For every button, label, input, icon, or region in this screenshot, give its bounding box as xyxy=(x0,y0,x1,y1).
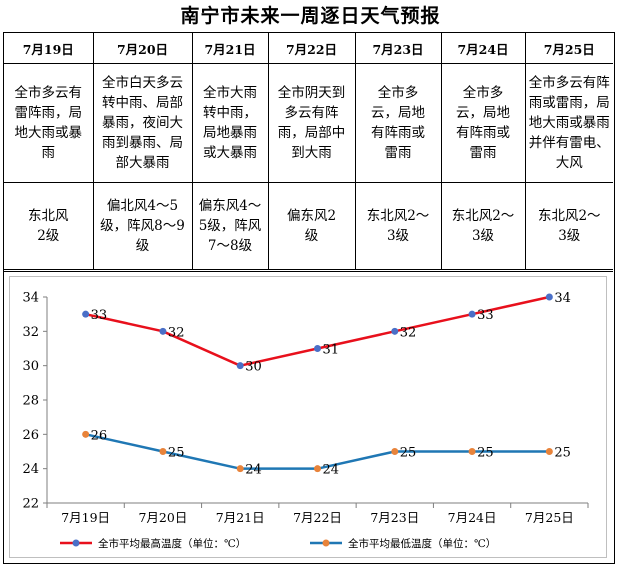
high-temp-point xyxy=(468,310,476,318)
high-temp-point xyxy=(545,293,553,301)
high-temp-data-label: 30 xyxy=(245,360,262,375)
wind-cell: 偏东风4～5级，阵风7～8级 xyxy=(191,182,269,270)
high-temp-data-label: 33 xyxy=(91,308,108,323)
wind-cell: 东北风2～3级 xyxy=(524,182,613,270)
date-cell: 7月25日 xyxy=(524,33,613,64)
weather-cell: 全市多云，局地有阵雨或雷雨 xyxy=(354,63,442,183)
date-cell: 7月20日 xyxy=(92,33,193,64)
date-cell: 7月23日 xyxy=(354,33,442,64)
y-tick-label: 24 xyxy=(22,462,39,477)
forecast-panel: 7月19日 7月20日 7月21日 7月22日 7月23日 7月24日 7月25… xyxy=(3,32,615,564)
low-temp-point xyxy=(391,448,399,455)
low-temp-data-label: 25 xyxy=(400,446,417,461)
low-temp-point xyxy=(468,448,476,455)
y-tick-label: 34 xyxy=(22,291,39,306)
low-temp-point xyxy=(159,448,167,455)
y-tick-label: 28 xyxy=(22,394,39,409)
low-temp-point xyxy=(314,465,321,473)
x-tick-label: 7月23日 xyxy=(370,510,419,525)
high-temp-data-label: 32 xyxy=(400,325,417,340)
y-tick-label: 26 xyxy=(22,428,39,443)
legend-label-high: 全市平均最高温度（单位：℃） xyxy=(98,537,246,550)
x-tick-label: 7月20日 xyxy=(138,510,187,525)
date-cell: 7月19日 xyxy=(4,33,94,64)
date-cell: 7月24日 xyxy=(440,33,526,64)
date-cell: 7月21日 xyxy=(191,33,269,64)
temperature-chart-area: 22 24 26 28 30 32 34 7月19日 7月20日 7月21日 7月22日 7月23日 7… xyxy=(4,271,613,562)
wind-row: 东北风2级 偏北风4～5级，阵风8～9级 偏东风4～5级，阵风7～8级 偏东风2… xyxy=(4,182,613,270)
high-temp-data-label: 34 xyxy=(554,291,571,306)
weather-cell: 全市白天多云转中雨、局部暴雨，夜间大雨到暴雨、局部大暴雨 xyxy=(92,63,193,183)
high-temp-point xyxy=(391,327,399,335)
chart-frame: 22 24 26 28 30 32 34 7月19日 7月20日 7月21日 7月22日 7月23日 7… xyxy=(9,276,607,558)
high-temp-point xyxy=(82,310,90,318)
low-temp-data-label: 25 xyxy=(477,446,494,461)
low-temp-data-label: 24 xyxy=(323,463,340,478)
x-tick-label: 7月19日 xyxy=(61,510,110,525)
wind-cell: 东北风2级 xyxy=(4,182,94,270)
low-temp-point xyxy=(236,465,244,473)
y-tick-label: 32 xyxy=(22,325,39,340)
high-temp-point xyxy=(159,327,167,335)
high-temp-point xyxy=(314,345,321,352)
wind-cell: 东北风2～3级 xyxy=(440,182,526,270)
high-temp-data-label: 32 xyxy=(168,325,185,340)
x-tick-label: 7月22日 xyxy=(293,510,342,525)
x-tick-label: 7月24日 xyxy=(448,510,497,525)
legend-label-low: 全市平均最低温度（单位：℃） xyxy=(348,537,496,550)
low-temp-point xyxy=(545,448,553,455)
weather-cell: 全市多云，局地有阵雨或雷雨 xyxy=(440,63,526,183)
low-temp-point xyxy=(82,430,90,438)
wind-cell: 偏东风2级 xyxy=(267,182,356,270)
weather-cell: 全市多云有雷阵雨，局地大雨或暴雨 xyxy=(4,63,94,183)
page-title: 南宁市未来一周逐日天气预报 xyxy=(180,5,441,27)
high-temp-data-label: 31 xyxy=(323,343,340,358)
high-temp-data-label: 33 xyxy=(477,308,494,323)
temperature-chart: 22 24 26 28 30 32 34 7月19日 7月20日 7月21日 7月22日 7月23日 7… xyxy=(22,291,589,550)
weather-cell: 全市阴天到多云有阵雨，局部中到大雨 xyxy=(267,63,356,183)
date-cell: 7月22日 xyxy=(267,33,356,64)
weather-row: 全市多云有雷阵雨，局地大雨或暴雨 全市白天多云转中雨、局部暴雨，夜间大雨到暴雨、… xyxy=(4,63,613,183)
x-tick-label: 7月21日 xyxy=(216,510,265,525)
low-temp-data-label: 25 xyxy=(168,446,185,461)
weather-cell: 全市多云有阵雨或雷雨，局地大雨或暴雨并伴有雷电、大风 xyxy=(524,63,613,183)
forecast-table: 7月19日 7月20日 7月21日 7月22日 7月23日 7月24日 7月25… xyxy=(4,33,613,270)
legend-marker xyxy=(72,539,80,547)
wind-cell: 偏北风4～5级，阵风8～9级 xyxy=(92,182,193,270)
high-temp-point xyxy=(236,362,244,370)
x-tick-label: 7月25日 xyxy=(525,510,574,525)
low-temp-data-label: 26 xyxy=(91,428,108,443)
date-row: 7月19日 7月20日 7月21日 7月22日 7月23日 7月24日 7月25… xyxy=(4,33,613,64)
legend-marker xyxy=(322,539,330,547)
y-tick-label: 22 xyxy=(22,497,39,512)
weather-cell: 全市大雨转中雨，局地暴雨或大暴雨 xyxy=(191,63,269,183)
wind-cell: 东北风2～3级 xyxy=(354,182,442,270)
y-tick-label: 30 xyxy=(22,359,39,374)
low-temp-data-label: 25 xyxy=(554,446,571,461)
low-temp-data-label: 24 xyxy=(245,463,262,478)
